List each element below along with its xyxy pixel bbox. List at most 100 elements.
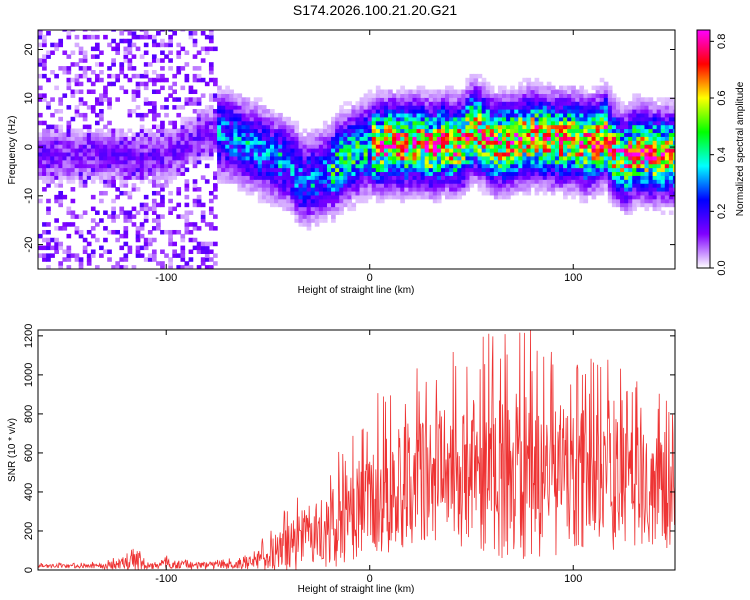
heatmap-cell: [388, 116, 393, 122]
heatmap-cell: [530, 112, 536, 118]
heatmap-cell: [445, 190, 450, 196]
heatmap-cell: [237, 109, 243, 114]
heatmap-cell: [213, 140, 218, 145]
heatmap-cell: [168, 237, 173, 243]
heatmap-cell: [603, 116, 609, 122]
heatmap-cell: [648, 120, 654, 126]
heatmap-cell: [526, 116, 532, 122]
heatmap-cell: [611, 140, 617, 145]
heatmap-cell: [579, 124, 585, 130]
heatmap-cell: [546, 128, 552, 134]
heatmap-cell: [668, 151, 674, 157]
heatmap-cell: [119, 163, 125, 169]
heatmap-cell: [632, 206, 637, 212]
heatmap-cell: [294, 136, 300, 141]
heatmap-cell: [274, 151, 279, 157]
heatmap-cell: [229, 155, 234, 161]
heatmap-cell: [278, 187, 283, 192]
heatmap-cell: [355, 101, 361, 106]
heatmap-cell: [412, 101, 418, 106]
heatmap-cell: [221, 89, 226, 95]
heatmap-cell: [611, 144, 617, 149]
heatmap-cell: [644, 120, 650, 126]
heatmap-cell: [160, 50, 165, 55]
heatmap-cell: [46, 159, 51, 165]
heatmap-cell: [82, 151, 88, 157]
heatmap-cell: [538, 120, 544, 126]
heatmap-cell: [135, 46, 141, 52]
heatmap-cell: [493, 159, 499, 165]
heatmap-cell: [538, 85, 544, 91]
heatmap-cell: [46, 257, 51, 262]
heatmap-cell: [200, 30, 206, 36]
heatmap-cell: [135, 112, 141, 118]
heatmap-cell: [310, 218, 316, 223]
heatmap-cell: [363, 183, 369, 188]
heatmap-cell: [530, 116, 536, 122]
heatmap-cell: [265, 144, 271, 149]
heatmap-cell: [563, 144, 568, 149]
heatmap-cell: [436, 190, 442, 196]
heatmap-cell: [139, 81, 145, 87]
heatmap-cell: [237, 159, 243, 165]
heatmap-cell: [82, 73, 88, 79]
heatmap-cell: [38, 148, 43, 153]
heatmap-cell: [270, 116, 275, 122]
heatmap-cell: [563, 140, 568, 145]
heatmap-cell: [192, 77, 198, 83]
heatmap-cell: [615, 105, 621, 110]
heatmap-cell: [497, 101, 503, 106]
heatmap-cell: [672, 167, 675, 173]
heatmap-cell: [591, 190, 597, 196]
heatmap-cell: [591, 93, 597, 98]
heatmap-cell: [396, 183, 401, 188]
heatmap-cell: [477, 73, 483, 79]
heatmap-cell: [204, 34, 210, 40]
heatmap-cell: [196, 120, 202, 126]
heatmap-cell: [624, 179, 629, 184]
heatmap-cell: [62, 144, 68, 149]
heatmap-cell: [184, 179, 190, 184]
heatmap-cell: [436, 116, 442, 122]
heatmap-cell: [94, 140, 100, 145]
heatmap-cell: [603, 187, 609, 192]
heatmap-cell: [66, 34, 72, 40]
heatmap-cell: [131, 136, 137, 141]
heatmap-cell: [151, 206, 157, 212]
heatmap-cell: [188, 249, 194, 254]
heatmap-cell: [229, 148, 234, 153]
heatmap-cell: [416, 190, 422, 196]
heatmap-cell: [42, 257, 47, 262]
heatmap-cell: [611, 163, 617, 169]
heatmap-cell: [506, 93, 511, 98]
heatmap-cell: [510, 132, 515, 137]
heatmap-cell: [554, 171, 560, 176]
heatmap-cell: [139, 54, 145, 59]
heatmap-cell: [489, 163, 495, 169]
heatmap-cell: [249, 128, 255, 134]
heatmap-cell: [383, 109, 389, 114]
heatmap-cell: [497, 105, 503, 110]
heatmap-cell: [200, 257, 206, 262]
heatmap-cell: [286, 179, 291, 184]
heatmap-cell: [302, 151, 308, 157]
heatmap-cell: [445, 151, 450, 157]
heatmap-cell: [208, 265, 214, 269]
heatmap-cell: [652, 183, 658, 188]
heatmap-cell: [331, 148, 336, 153]
heatmap-cell: [151, 77, 157, 83]
heatmap-cell: [314, 159, 320, 165]
heatmap-cell: [160, 163, 165, 169]
heatmap-cell: [46, 167, 51, 173]
heatmap-cell: [640, 194, 646, 200]
heatmap-cell: [180, 245, 186, 251]
heatmap-cell: [587, 155, 593, 161]
heatmap-cell: [412, 151, 418, 157]
heatmap-cell: [249, 187, 255, 192]
colorbar-tick-label: 0.0: [716, 260, 728, 275]
heatmap-cell: [591, 97, 597, 102]
heatmap-cell: [233, 120, 239, 126]
heatmap-cell: [636, 190, 641, 196]
heatmap-cell: [502, 151, 507, 157]
heatmap-cell: [367, 105, 373, 110]
